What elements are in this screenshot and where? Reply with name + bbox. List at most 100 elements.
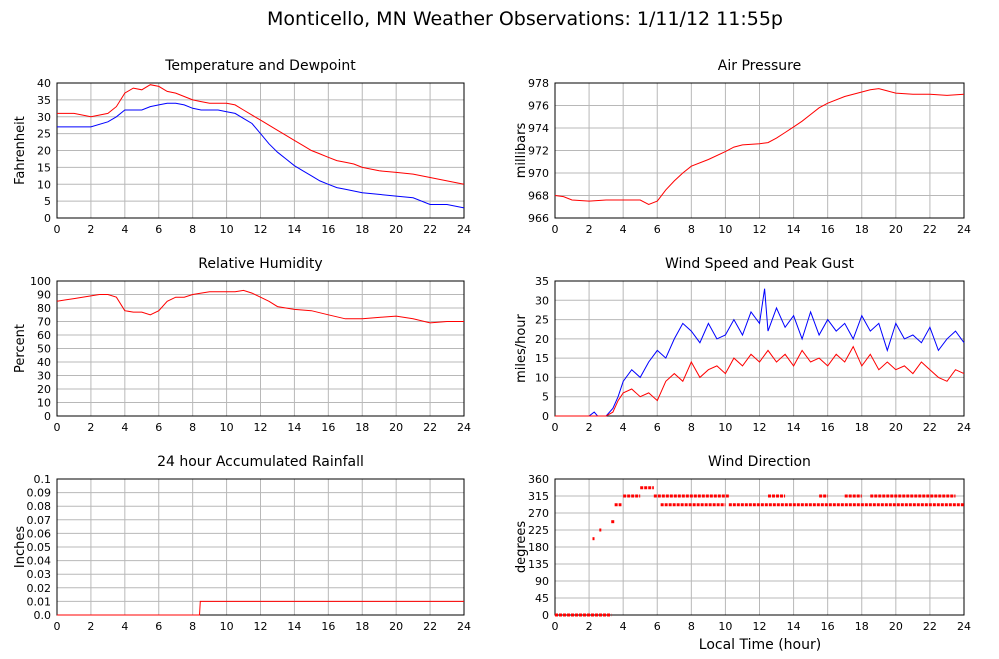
rainfall-series-line-0 bbox=[57, 600, 464, 616]
temperature-x-tick-label: 20 bbox=[389, 223, 403, 236]
wind-speed-x-tick-label: 2 bbox=[586, 421, 593, 434]
pressure-y-tick-label: 978 bbox=[528, 77, 549, 90]
humidity-x-tick-label: 14 bbox=[287, 421, 301, 434]
wind-speed-series-line-1 bbox=[555, 345, 965, 417]
humidity-x-tick-label: 18 bbox=[355, 421, 369, 434]
humidity-chart: 0 2 4 6 8 10 12 14 16 18 20 22 240102030405060708090… bbox=[13, 256, 471, 434]
humidity-y-tick-label: 20 bbox=[37, 383, 51, 396]
wind-direction-x-tick-label: 0 bbox=[552, 620, 559, 633]
rainfall-chart: 0 2 4 6 8 10 12 14 16 18 20 22 240.00.010.020.030.04… bbox=[13, 454, 471, 633]
wind-speed-title: Wind Speed and Peak Gust bbox=[665, 256, 854, 272]
humidity-x-tick-label: 10 bbox=[220, 421, 234, 434]
rainfall-y-tick-label: 0.09 bbox=[27, 487, 52, 500]
temperature-series-line-1 bbox=[57, 102, 465, 209]
temperature-title: Temperature and Dewpoint bbox=[164, 58, 356, 74]
humidity-y-tick-label: 70 bbox=[37, 316, 51, 329]
temperature-x-tick-label: 18 bbox=[355, 223, 369, 236]
rainfall-x-tick-label: 22 bbox=[423, 620, 437, 633]
wind-speed-x-tick-label: 12 bbox=[753, 421, 767, 434]
temperature-x-tick-label: 4 bbox=[121, 223, 128, 236]
temperature-y-tick-label: 40 bbox=[37, 77, 51, 90]
humidity-y-tick-label: 40 bbox=[37, 356, 51, 369]
pressure-y-tick-label: 970 bbox=[528, 167, 549, 180]
x-axis-label: Local Time (hour) bbox=[699, 637, 821, 653]
pressure-x-tick-label: 8 bbox=[688, 223, 695, 236]
wind-direction-y-label: degrees bbox=[514, 521, 529, 574]
wind-speed-x-tick-label: 22 bbox=[923, 421, 937, 434]
humidity-y-tick-label: 100 bbox=[30, 275, 51, 288]
page-title: Monticello, MN Weather Observations: 1/1… bbox=[267, 8, 783, 30]
rainfall-y-tick-label: 0.01 bbox=[27, 595, 52, 608]
wind-direction-y-tick-label: 360 bbox=[528, 473, 549, 486]
rainfall-x-tick-label: 4 bbox=[121, 620, 128, 633]
rainfall-x-tick-label: 16 bbox=[321, 620, 335, 633]
wind-direction-x-tick-label: 8 bbox=[688, 620, 695, 633]
temperature-x-tick-label: 22 bbox=[423, 223, 437, 236]
rainfall-x-tick-label: 6 bbox=[155, 620, 162, 633]
wind-speed-x-tick-label: 18 bbox=[855, 421, 869, 434]
wind-speed-chart: 0 2 4 6 8 10 12 14 16 18 20 22 2405101520253035Wind … bbox=[514, 256, 971, 434]
rainfall-y-tick-label: 0.05 bbox=[27, 541, 52, 554]
rainfall-y-label: Inches bbox=[13, 526, 28, 568]
temperature-x-tick-label: 2 bbox=[87, 223, 94, 236]
pressure-x-tick-label: 14 bbox=[787, 223, 801, 236]
wind-speed-series-line-0 bbox=[555, 288, 965, 417]
humidity-x-tick-label: 22 bbox=[423, 421, 437, 434]
humidity-y-tick-label: 80 bbox=[37, 302, 51, 315]
pressure-x-tick-label: 6 bbox=[654, 223, 661, 236]
humidity-y-tick-label: 90 bbox=[37, 289, 51, 302]
wind-direction-x-tick-label: 22 bbox=[923, 620, 937, 633]
wind-speed-y-tick-label: 0 bbox=[542, 410, 549, 423]
wind-direction-y-tick-label: 180 bbox=[528, 541, 549, 554]
rainfall-x-tick-label: 0 bbox=[54, 620, 61, 633]
wind-speed-y-tick-label: 20 bbox=[535, 333, 549, 346]
wind-speed-x-tick-label: 4 bbox=[620, 421, 627, 434]
rainfall-frame bbox=[56, 478, 465, 616]
humidity-x-tick-label: 12 bbox=[254, 421, 268, 434]
wind-direction-title: Wind Direction bbox=[708, 454, 811, 470]
pressure-x-tick-label: 16 bbox=[821, 223, 835, 236]
wind-direction-frame bbox=[554, 478, 965, 616]
wind-direction-x-tick-label: 24 bbox=[957, 620, 971, 633]
wind-direction-y-tick-label: 0 bbox=[542, 609, 549, 622]
temperature-y-tick-label: 30 bbox=[37, 111, 51, 124]
pressure-x-tick-label: 22 bbox=[923, 223, 937, 236]
wind-speed-x-tick-label: 24 bbox=[957, 421, 971, 434]
wind-direction-x-tick-label: 10 bbox=[718, 620, 732, 633]
pressure-x-tick-label: 20 bbox=[889, 223, 903, 236]
temperature-chart: 0 2 4 6 8 10 12 14 16 18 20 22 240510152025303540Tem… bbox=[13, 58, 471, 236]
rainfall-title: 24 hour Accumulated Rainfall bbox=[157, 454, 364, 470]
temperature-x-tick-label: 16 bbox=[321, 223, 335, 236]
humidity-y-tick-label: 0 bbox=[44, 410, 51, 423]
rainfall-x-tick-label: 2 bbox=[87, 620, 94, 633]
wind-speed-y-label: miles/hour bbox=[514, 313, 529, 382]
pressure-x-tick-label: 0 bbox=[552, 223, 559, 236]
humidity-x-tick-label: 16 bbox=[321, 421, 335, 434]
rainfall-x-tick-label: 24 bbox=[457, 620, 471, 633]
wind-speed-x-tick-label: 16 bbox=[821, 421, 835, 434]
rainfall-y-tick-label: 0.03 bbox=[27, 568, 52, 581]
pressure-series-line-0 bbox=[554, 88, 965, 206]
wind-speed-y-tick-label: 15 bbox=[535, 352, 549, 365]
rainfall-x-tick-label: 8 bbox=[189, 620, 196, 633]
wind-direction-y-tick-label: 135 bbox=[528, 558, 549, 571]
wind-speed-x-tick-label: 0 bbox=[552, 421, 559, 434]
wind-direction-x-tick-label: 4 bbox=[620, 620, 627, 633]
temperature-x-tick-label: 24 bbox=[457, 223, 471, 236]
wind-direction-x-tick-label: 12 bbox=[753, 620, 767, 633]
humidity-x-tick-label: 0 bbox=[54, 421, 61, 434]
temperature-y-tick-label: 35 bbox=[37, 94, 51, 107]
wind-direction-y-tick-label: 270 bbox=[528, 507, 549, 520]
temperature-y-tick-label: 0 bbox=[44, 212, 51, 225]
rainfall-x-tick-label: 20 bbox=[389, 620, 403, 633]
temperature-x-tick-label: 10 bbox=[220, 223, 234, 236]
rainfall-y-tick-label: 0.0 bbox=[34, 609, 52, 622]
rainfall-y-tick-label: 0.07 bbox=[27, 514, 52, 527]
wind-speed-y-tick-label: 30 bbox=[535, 294, 549, 307]
rainfall-x-tick-label: 18 bbox=[355, 620, 369, 633]
pressure-y-tick-label: 976 bbox=[528, 100, 549, 113]
temperature-series-line-0 bbox=[57, 84, 465, 185]
temperature-y-label: Fahrenheit bbox=[13, 116, 28, 185]
